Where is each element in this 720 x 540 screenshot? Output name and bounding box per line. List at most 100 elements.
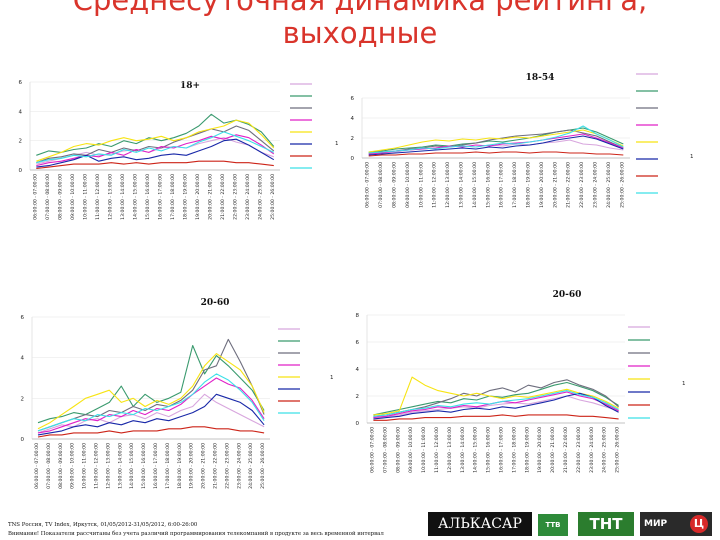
y-tick-label: 2	[356, 394, 360, 400]
x-tick-label: 11:00:00 - 12:00:00	[432, 162, 438, 208]
x-tick-label: 07:00:00 - 08:00:00	[45, 174, 51, 220]
series-line	[373, 395, 619, 419]
chart-panel-18plus: 18+ 0 2 4 6 06:00:00 - 07:00:00 07:00:00 - 08:…	[0, 60, 352, 295]
x-tick-label: 11:00:00 - 12:00:00	[434, 427, 440, 473]
x-tick-label: 14:00:00 - 15:00:00	[473, 427, 479, 473]
channel-logos: АЛЬКАСАР ТТВ ТНТ МИР Ц	[428, 512, 716, 538]
y-tick-label: 0	[21, 437, 25, 443]
x-tick-label: 15:00:00 - 16:00:00	[145, 174, 151, 220]
x-tick-label: 21:00:00 - 22:00:00	[212, 443, 218, 489]
y-tick-label: 6	[19, 80, 23, 86]
series-line	[37, 393, 265, 434]
x-tick-label: 14:00:00 - 15:00:00	[472, 162, 478, 208]
x-tick-label: 17:00:00 - 18:00:00	[512, 162, 518, 208]
series-line	[37, 338, 265, 432]
x-tick-label: 13:00:00 - 14:00:00	[459, 162, 465, 208]
series-line	[368, 129, 624, 153]
y-tick-label: 0	[19, 168, 23, 174]
x-tick-label: 20:00:00 - 21:00:00	[552, 162, 558, 208]
y-tick-label: 2	[351, 136, 355, 142]
x-tick-label: 11:00:00 - 12:00:00	[95, 174, 101, 220]
y-tick-label: 0	[356, 421, 360, 427]
x-tick-label: 10:00:00 - 11:00:00	[82, 443, 88, 489]
x-tick-label: 24:00:00 - 25:00:00	[606, 162, 612, 208]
x-tick-label: 22:00:00 - 23:00:00	[579, 162, 585, 208]
x-tick-label: 16:00:00 - 17:00:00	[157, 174, 163, 220]
x-tick-label: 20:00:00 - 21:00:00	[201, 443, 207, 489]
x-tick-label: 06:00:00 - 07:00:00	[32, 174, 38, 220]
x-tick-label: 22:00:00 - 23:00:00	[232, 174, 238, 220]
x-tick-label: 08:00:00 - 09:00:00	[392, 162, 398, 208]
series-line	[368, 127, 624, 153]
x-tick-label: 11:00:00 - 12:00:00	[93, 443, 99, 489]
x-tick-label: 25:00:00 - 26:00:00	[619, 162, 625, 208]
x-tick-label: 22:00:00 - 23:00:00	[224, 443, 230, 489]
legend-label: 1	[682, 381, 686, 387]
y-tick-label: 8	[356, 313, 360, 319]
series-line	[37, 426, 265, 438]
x-tick-label: 13:00:00 - 14:00:00	[460, 427, 466, 473]
x-tick-label: 17:00:00 - 18:00:00	[170, 174, 176, 220]
x-tick-label: 06:00:00 - 07:00:00	[34, 443, 40, 489]
y-tick-label: 4	[356, 367, 360, 373]
x-tick-label: 21:00:00 - 22:00:00	[220, 174, 226, 220]
chart-svg: 20-60 0 2 4 6 06:00:00 - 07:00:00 07:00:00 - 0…	[21, 298, 334, 489]
x-tick-label: 08:00:00 - 09:00:00	[395, 427, 401, 473]
chart-panel-20-60-right: 20-60 0 2 4 6 8 06:00:00 - 07:00:00 07:00:00 - …	[352, 285, 720, 515]
series-line	[373, 414, 619, 421]
series-line	[37, 373, 265, 432]
x-tick-label: 09:00:00 - 10:00:00	[70, 443, 76, 489]
x-tick-label: 15:00:00 - 16:00:00	[485, 162, 491, 208]
x-tick-label: 09:00:00 - 10:00:00	[70, 174, 76, 220]
tnt-logo: ТНТ	[578, 512, 634, 536]
series-line	[36, 137, 274, 165]
x-tick-label: 10:00:00 - 11:00:00	[82, 174, 88, 220]
x-tick-label: 21:00:00 - 22:00:00	[563, 427, 569, 473]
series-line	[36, 131, 275, 164]
mir-badge: Ц	[690, 515, 708, 533]
legend-label: 1	[690, 154, 694, 160]
x-tick-label: 10:00:00 - 11:00:00	[418, 162, 424, 208]
x-tick-label: 14:00:00 - 15:00:00	[132, 174, 138, 220]
y-tick-label: 4	[351, 116, 355, 122]
y-tick-label: 2	[19, 139, 23, 145]
x-tick-label: 23:00:00 - 24:00:00	[593, 162, 599, 208]
x-tick-label: 25:00:00 - 26:00:00	[270, 174, 276, 220]
x-tick-label: 23:00:00 - 24:00:00	[236, 443, 242, 489]
series-line	[36, 138, 275, 168]
chart-panel-18-54: 18-54 0 2 4 6 06:00:00 - 07:00:00 07:00:00 - 0…	[351, 60, 720, 295]
x-tick-label: 18:00:00 - 19:00:00	[524, 427, 530, 473]
x-tick-label: 10:00:00 - 11:00:00	[421, 427, 427, 473]
legend-label: 1	[335, 141, 339, 147]
x-tick-label: 16:00:00 - 17:00:00	[499, 162, 505, 208]
x-tick-label: 24:00:00 - 25:00:00	[602, 427, 608, 473]
x-tick-label: 19:00:00 - 20:00:00	[195, 174, 201, 220]
x-tick-label: 08:00:00 - 09:00:00	[58, 443, 64, 489]
chart-title: 18+	[180, 81, 200, 91]
x-tick-label: 14:00:00 - 15:00:00	[129, 443, 135, 489]
y-tick-label: 0	[351, 156, 355, 162]
x-tick-label: 19:00:00 - 20:00:00	[537, 427, 543, 473]
chart-svg: 18+ 0 2 4 6 06:00:00 - 07:00:00 07:00:00 - 08:…	[19, 80, 339, 220]
series-line	[37, 393, 265, 436]
chart-title: 20-60	[553, 290, 582, 300]
legend-label: 1	[330, 375, 334, 381]
x-tick-label: 19:00:00 - 20:00:00	[189, 443, 195, 489]
x-tick-label: 20:00:00 - 21:00:00	[207, 174, 213, 220]
x-tick-label: 08:00:00 - 09:00:00	[57, 174, 63, 220]
x-tick-label: 18:00:00 - 19:00:00	[177, 443, 183, 489]
x-tick-label: 18:00:00 - 19:00:00	[182, 174, 188, 220]
x-tick-label: 09:00:00 - 10:00:00	[405, 162, 411, 208]
x-tick-label: 15:00:00 - 16:00:00	[141, 443, 147, 489]
x-tick-label: 17:00:00 - 18:00:00	[511, 427, 517, 473]
chart-title: 20-60	[201, 298, 230, 308]
chart-panel-20-60-left: 20-60 0 2 4 6 06:00:00 - 07:00:00 07:00:00 - 0…	[0, 295, 352, 515]
series-line	[373, 376, 619, 416]
x-tick-label: 12:00:00 - 13:00:00	[445, 162, 451, 208]
series-line	[368, 151, 624, 157]
x-tick-label: 09:00:00 - 10:00:00	[408, 427, 414, 473]
mir-logo: МИР Ц	[640, 512, 712, 536]
x-tick-label: 22:00:00 - 23:00:00	[576, 427, 582, 473]
x-tick-label: 06:00:00 - 07:00:00	[365, 162, 371, 208]
x-tick-label: 23:00:00 - 24:00:00	[589, 427, 595, 473]
